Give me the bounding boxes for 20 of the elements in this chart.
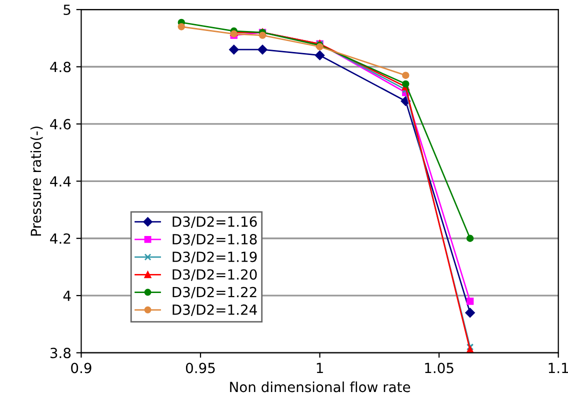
y-axis-title: Pressure ratio(-) (30, 126, 43, 236)
x-tick-label: 1.1 (548, 362, 568, 374)
legend-label: D3/D2=1.20 (172, 269, 257, 281)
y-tick-label: 4.2 (50, 233, 70, 244)
x-tick-label: 0.95 (186, 362, 215, 374)
y-tick-label: 4 (63, 290, 71, 301)
x-tick-label: 0.9 (71, 362, 92, 374)
legend-label: D3/D2=1.24 (172, 304, 257, 316)
x-axis-title: Non dimensional flow rate (230, 381, 410, 392)
y-tick-label: 4.6 (50, 118, 71, 130)
x-tick-label: 1 (316, 362, 323, 374)
y-tick-label: 4.4 (50, 176, 71, 186)
legend-label: D3/D2=1.22 (172, 286, 256, 298)
y-tick-label: 4.8 (50, 62, 71, 72)
y-tick-label: 5 (64, 4, 70, 16)
y-tick-label: 3.8 (50, 348, 71, 358)
legend-label: D3/D2=1.16 (172, 216, 257, 228)
x-tick-label: 1.05 (425, 362, 454, 374)
legend-label: D3/D2=1.19 (172, 252, 257, 264)
legend-label: D3/D2=1.18 (172, 234, 257, 246)
